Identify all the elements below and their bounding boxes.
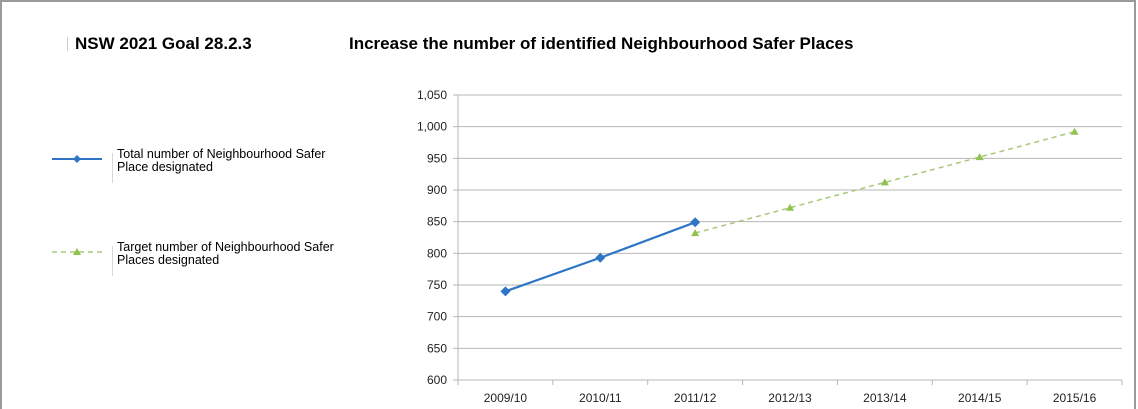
goal-label: NSW 2021 Goal 28.2.3 xyxy=(75,34,252,53)
y-tick-label: 700 xyxy=(427,310,447,324)
title-divider xyxy=(67,37,68,51)
y-tick-label: 600 xyxy=(427,373,447,387)
legend-item-total: Total number of Neighbourhood Safer Plac… xyxy=(40,148,402,190)
y-tick-label: 800 xyxy=(427,246,447,260)
data-point-total xyxy=(595,252,606,263)
data-point-target xyxy=(1070,127,1079,135)
y-tick-label: 650 xyxy=(427,341,447,355)
legend-swatch-total xyxy=(52,155,102,163)
legend-divider xyxy=(112,153,113,183)
x-tick-label: 2012/13 xyxy=(768,391,812,405)
legend-label-target-line2: Places designated xyxy=(117,253,220,267)
legend-label-target: Target number of Neighbourhood Safer Pla… xyxy=(117,241,402,267)
x-tick-label: 2013/14 xyxy=(863,391,907,405)
x-tick-label: 2011/12 xyxy=(674,391,717,405)
legend-label-total-line2: Place designated xyxy=(117,160,213,174)
data-point-total xyxy=(500,286,511,297)
chart-title: Increase the number of identified Neighb… xyxy=(349,34,854,53)
y-tick-label: 850 xyxy=(427,215,447,229)
y-tick-label: 1,000 xyxy=(417,120,447,134)
legend-label-total: Total number of Neighbourhood Safer Plac… xyxy=(117,148,402,174)
series-line-target xyxy=(694,131,1075,234)
data-point-target xyxy=(880,178,889,186)
legend-divider xyxy=(112,246,113,276)
data-point-target xyxy=(786,203,794,211)
x-tick-label: 2009/10 xyxy=(484,391,528,405)
y-tick-label: 900 xyxy=(427,183,447,197)
data-point-target xyxy=(975,153,984,161)
y-tick-label: 1,050 xyxy=(417,88,447,102)
y-tick-label: 750 xyxy=(427,278,447,292)
legend-label-total-line1: Total number of Neighbourhood Safer xyxy=(117,147,326,161)
x-tick-label: 2014/15 xyxy=(958,391,1002,405)
data-point-target xyxy=(691,229,700,237)
legend-item-target: Target number of Neighbourhood Safer Pla… xyxy=(40,241,402,283)
data-point-total xyxy=(690,217,701,228)
y-tick-label: 950 xyxy=(427,151,447,165)
legend-swatch-target xyxy=(52,248,102,255)
legend-label-target-line1: Target number of Neighbourhood Safer xyxy=(117,240,334,254)
x-tick-label: 2010/11 xyxy=(579,391,622,405)
x-tick-label: 2015/16 xyxy=(1053,391,1097,405)
